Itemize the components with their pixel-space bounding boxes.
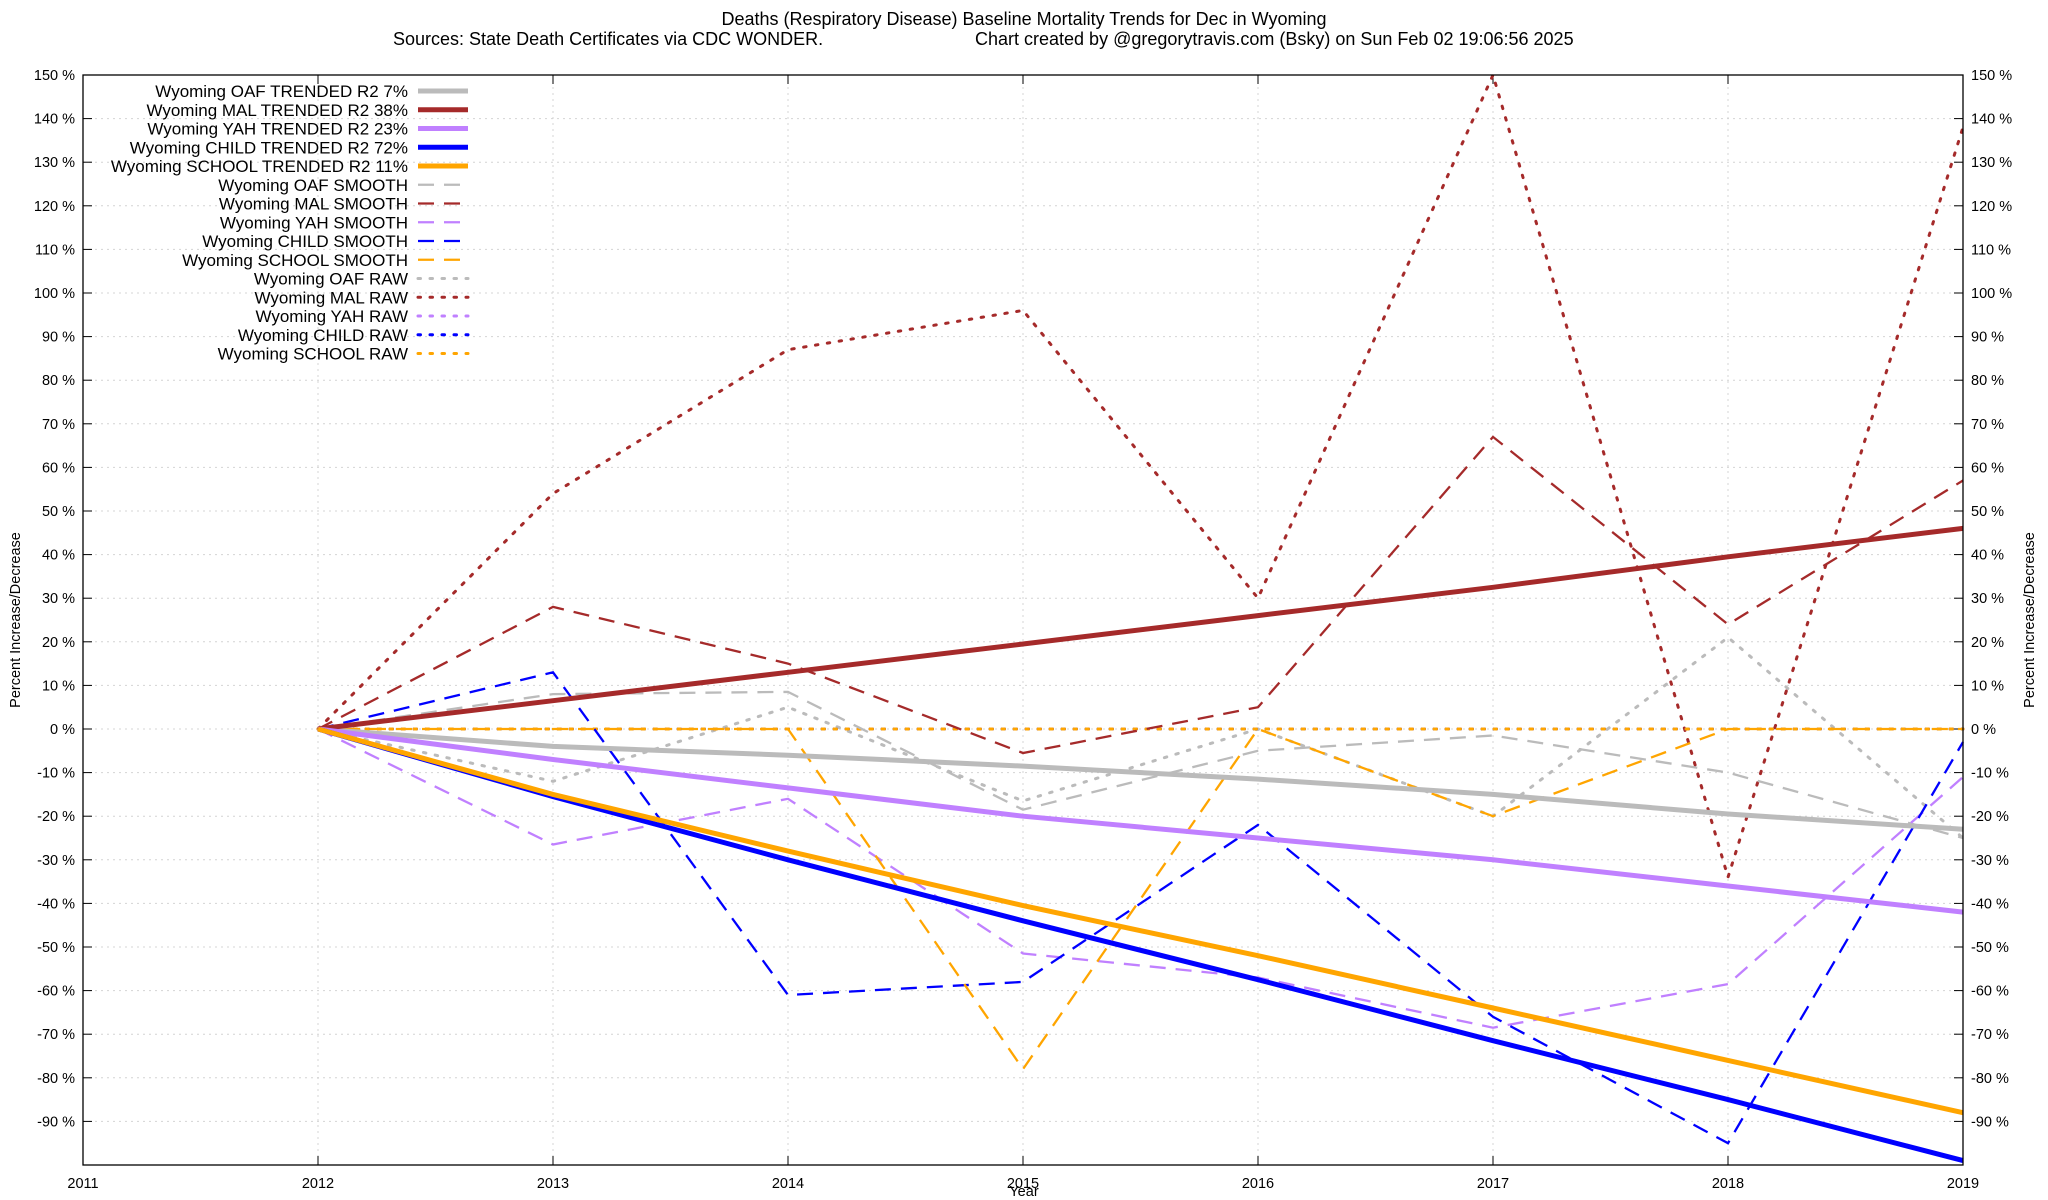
y-tick-label-right: 120 % [1971,199,2012,215]
x-axis-label: Year [1009,1184,1038,1200]
y-tick-label-right: 130 % [1971,155,2012,171]
y-tick-label-left: 60 % [42,460,75,476]
y-tick-label-right: -50 % [1971,940,2009,956]
series-line-wyoming-yah-smooth [317,727,1964,1029]
x-tick-label: 2016 [1242,1176,1274,1192]
y-tick-label-left: 50 % [42,504,75,520]
legend-label: Wyoming YAH RAW [255,307,408,326]
legend-label: Wyoming MAL RAW [255,288,409,307]
series-line-wyoming-mal-smooth [317,435,1964,755]
y-tick-label-right: -90 % [1971,1114,2009,1130]
series-line-wyoming-school-smooth [318,727,1963,1072]
y-tick-label-left: -40 % [37,896,75,912]
y-tick-label-right: -40 % [1971,896,2009,912]
series-line-wyoming-school-trended [317,726,1964,1116]
x-tick-label: 2017 [1477,1176,1509,1192]
y-tick-label-left: 150 % [34,68,75,84]
y-tick-label-right: 70 % [1971,417,2004,433]
y-tick-label-left: -50 % [37,940,75,956]
y-axis-label-left: Percent Increase/Decrease [8,532,24,708]
legend-label: Wyoming CHILD TRENDED R2 72% [130,138,408,157]
y-tick-label-right: 90 % [1971,330,2004,346]
x-tick-label: 2011 [67,1176,98,1192]
y-axis-label-right: Percent Increase/Decrease [2022,532,2038,708]
legend-label: Wyoming SCHOOL RAW [218,345,408,364]
plot-frame [82,74,1964,1166]
y-tick-label-right: 140 % [1971,112,2012,128]
y-tick-label-left: -90 % [37,1114,75,1130]
y-tick-label-right: 60 % [1971,460,2004,476]
series-line-wyoming-oaf-smooth [317,690,1964,840]
chart-title: Deaths (Respiratory Disease) Baseline Mo… [721,9,1326,29]
y-tick-label-left: 80 % [42,373,75,389]
y-tick-label-left: -10 % [37,766,75,782]
legend-label: Wyoming YAH SMOOTH [220,213,408,232]
chart-sources: Sources: State Death Certificates via CD… [393,29,823,49]
x-tick-label: 2015 [1007,1176,1039,1192]
y-tick-label-left: 40 % [42,548,75,564]
y-tick-label-right: -10 % [1971,766,2009,782]
x-tick-label: 2018 [1712,1176,1744,1192]
legend-label: Wyoming SCHOOL SMOOTH [182,251,408,270]
y-tick-label-left: 10 % [42,678,75,694]
y-tick-label-right: -80 % [1971,1071,2009,1087]
y-tick-label-left: 0 % [50,722,75,738]
legend-label: Wyoming YAH TRENDED R2 23% [147,120,408,139]
x-tick-label: 2013 [537,1176,569,1192]
x-tick-label: 2012 [302,1176,334,1192]
y-tick-label-left: -80 % [37,1071,75,1087]
y-tick-label-left: 120 % [34,199,75,215]
y-tick-label-left: 30 % [42,591,75,607]
y-tick-label-right: 150 % [1971,68,2012,84]
y-tick-label-left: 130 % [34,155,75,171]
legend-label: Wyoming OAF TRENDED R2 7% [155,82,408,101]
series-line-wyoming-oaf-trended [317,726,1964,832]
legend-label: Wyoming MAL SMOOTH [219,195,408,214]
y-tick-label-left: 20 % [42,635,75,651]
y-tick-label-right: 40 % [1971,548,2004,564]
series-line-wyoming-yah-trended [317,726,1964,915]
legend-label: Wyoming CHILD SMOOTH [202,232,408,251]
y-tick-label-left: -70 % [37,1027,75,1043]
y-tick-label-right: 10 % [1971,678,2004,694]
y-tick-label-right: -70 % [1971,1027,2009,1043]
legend: Wyoming OAF TRENDED R2 7%Wyoming MAL TRE… [111,82,470,364]
x-tick-label: 2019 [1947,1176,1979,1192]
y-axis-ticks: 150 % 150 % 140 % 140 % 130 % 130 % 120 % 120 %… [34,68,2012,1130]
legend-label: Wyoming SCHOOL TRENDED R2 11% [111,157,408,176]
y-tick-label-left: -60 % [37,984,75,1000]
legend-label: Wyoming OAF SMOOTH [218,176,408,195]
y-tick-label-left: -30 % [37,853,75,869]
legend-label: Wyoming MAL TRENDED R2 38% [146,101,408,120]
y-tick-label-right: 50 % [1971,504,2004,520]
legend-label: Wyoming CHILD RAW [238,326,408,345]
x-axis-ticks: 2011 2012 2013 2014 2015 2016 2017 2018 2019 [67,75,1979,1192]
y-tick-label-left: 110 % [35,242,75,258]
y-tick-label-left: -20 % [37,809,75,825]
y-tick-label-right: 110 % [1971,242,2011,258]
y-tick-label-right: -60 % [1971,984,2009,1000]
y-tick-label-left: 90 % [42,330,75,346]
y-tick-label-right: 100 % [1971,286,2012,302]
y-tick-label-right: -20 % [1971,809,2009,825]
y-tick-label-left: 140 % [34,112,75,128]
series-line-wyoming-child-smooth [317,671,1964,1145]
x-tick-label: 2014 [772,1176,804,1192]
y-tick-label-right: 20 % [1971,635,2004,651]
y-tick-label-right: 80 % [1971,373,2004,389]
y-tick-label-right: 30 % [1971,591,2004,607]
y-tick-label-right: 0 % [1971,722,1996,738]
series-lines [316,70,1965,1164]
y-tick-label-left: 70 % [42,417,75,433]
legend-label: Wyoming OAF RAW [254,270,408,289]
series-line-wyoming-oaf-raw [316,635,1965,840]
y-tick-label-left: 100 % [34,286,75,302]
series-line-wyoming-mal-raw [316,70,1965,883]
series-line-wyoming-mal-trended [317,525,1964,732]
y-tick-label-right: -30 % [1971,853,2009,869]
series-line-wyoming-child-trended [317,726,1964,1164]
chart-credit: Chart created by @gregorytravis.com (Bsk… [975,29,1574,49]
